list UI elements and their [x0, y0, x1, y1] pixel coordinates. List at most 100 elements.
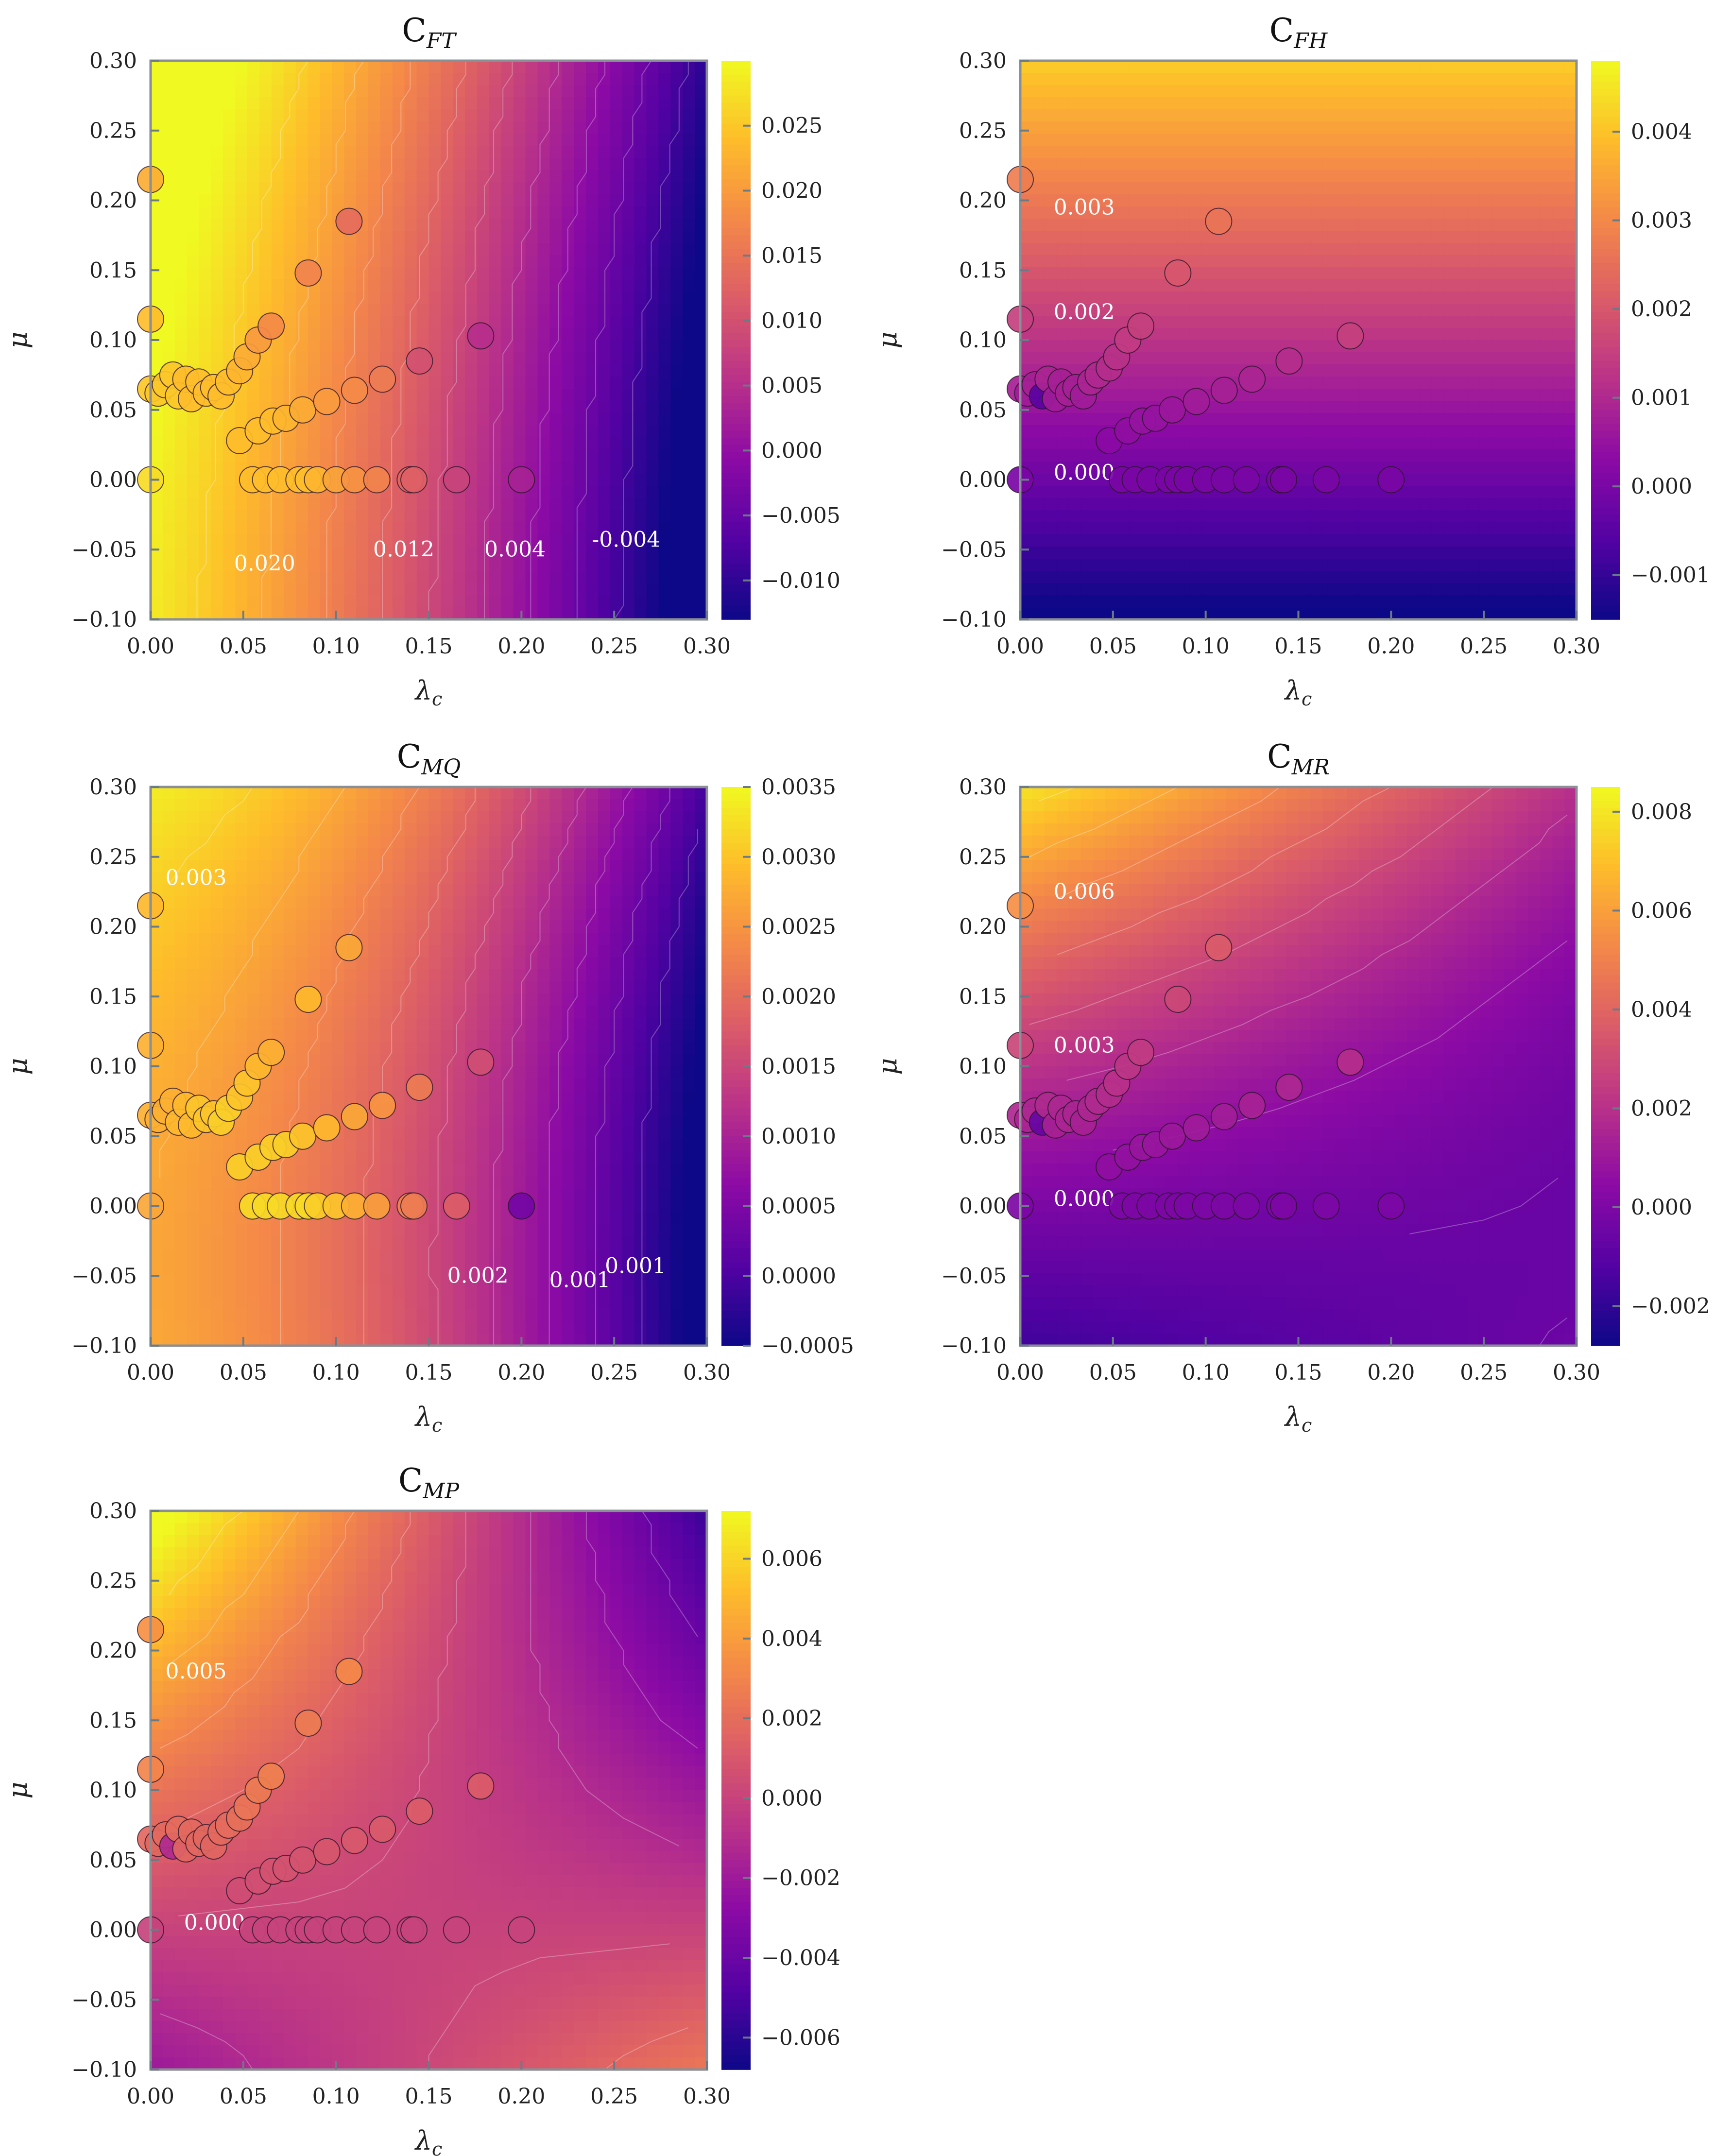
- heatmap-cell: [1491, 231, 1505, 243]
- heatmap-cell: [598, 291, 611, 304]
- heatmap-cell: [1456, 279, 1468, 292]
- heatmap-cell: [549, 498, 563, 511]
- heatmap-cell: [1395, 571, 1408, 583]
- heatmap-cell: [259, 85, 272, 98]
- heatmap-cell: [646, 170, 659, 183]
- heatmap-cell: [1056, 219, 1069, 231]
- heatmap-cell: [1177, 449, 1190, 462]
- heatmap-cell: [489, 109, 502, 122]
- heatmap-cell: [1371, 206, 1384, 219]
- heatmap-cell: [1456, 219, 1468, 231]
- heatmap-cell: [162, 799, 175, 812]
- heatmap-cell: [525, 364, 538, 377]
- heatmap-cell: [1347, 158, 1359, 171]
- heatmap-cell: [1153, 389, 1166, 401]
- heatmap-cell: [1564, 73, 1577, 86]
- heatmap-cell: [1032, 279, 1045, 292]
- heatmap-cell: [1093, 121, 1106, 134]
- heatmap-cell: [223, 243, 236, 256]
- heatmap-cell: [428, 304, 442, 316]
- heatmap-cell: [174, 1054, 188, 1067]
- heatmap-cell: [416, 437, 429, 450]
- heatmap-cell: [404, 389, 417, 401]
- heatmap-cell: [174, 146, 188, 158]
- heatmap-cell: [211, 945, 224, 958]
- colorbar-band: [721, 549, 751, 557]
- colorbar-band: [721, 326, 751, 334]
- heatmap-cell: [574, 85, 586, 98]
- heatmap-cell: [392, 559, 405, 571]
- heatmap-cell: [453, 559, 465, 571]
- heatmap-cell: [1214, 583, 1226, 596]
- heatmap-cell: [187, 583, 200, 596]
- heatmap-cell: [356, 73, 369, 86]
- heatmap-cell: [1358, 231, 1371, 243]
- heatmap-cell: [162, 510, 175, 523]
- heatmap-cell: [1347, 389, 1359, 401]
- heatmap-cell: [332, 134, 345, 146]
- colorbar-band: [1591, 535, 1620, 543]
- heatmap-cell: [501, 170, 514, 183]
- heatmap-cell: [501, 328, 514, 341]
- heatmap-cell: [477, 437, 490, 450]
- heatmap-cell: [392, 121, 405, 134]
- heatmap-cell: [211, 279, 224, 292]
- heatmap-cell: [658, 607, 671, 620]
- colorbar-band: [1591, 284, 1620, 292]
- heatmap-cell: [622, 547, 635, 559]
- heatmap-cell: [1262, 170, 1275, 183]
- heatmap-cell: [489, 134, 502, 146]
- heatmap-cell: [453, 498, 465, 511]
- heatmap-cell: [477, 510, 490, 523]
- heatmap-cell: [477, 61, 490, 73]
- heatmap-cell: [199, 134, 212, 146]
- heatmap-cell: [320, 206, 333, 219]
- heatmap-cell: [683, 583, 695, 596]
- heatmap-cell: [658, 534, 671, 547]
- heatmap-cell: [332, 571, 345, 583]
- heatmap-cell: [187, 993, 200, 1006]
- heatmap-cell: [1335, 547, 1347, 559]
- heatmap-cell: [1564, 231, 1577, 243]
- heatmap-cell: [525, 267, 538, 280]
- heatmap-cell: [1129, 559, 1142, 571]
- heatmap-cell: [1419, 255, 1432, 268]
- heatmap-cell: [174, 425, 188, 438]
- heatmap-cell: [513, 534, 526, 547]
- heatmap-cell: [187, 1188, 200, 1200]
- heatmap-cell: [1407, 486, 1420, 498]
- heatmap-cell: [1371, 437, 1384, 450]
- heatmap-cell: [368, 328, 381, 341]
- heatmap-cell: [1141, 243, 1154, 256]
- heatmap-cell: [1564, 559, 1577, 571]
- heatmap-cell: [562, 231, 574, 243]
- heatmap-cell: [247, 206, 260, 219]
- heatmap-cell: [1032, 170, 1045, 183]
- heatmap-cell: [162, 522, 175, 535]
- heatmap-cell: [441, 304, 454, 316]
- heatmap-cell: [513, 510, 526, 523]
- heatmap-cell: [1540, 134, 1553, 146]
- heatmap-cell: [465, 352, 478, 365]
- heatmap-cell: [416, 146, 429, 158]
- heatmap-cell: [1117, 134, 1130, 146]
- heatmap-cell: [271, 170, 284, 183]
- heatmap-cell: [1456, 97, 1468, 110]
- heatmap-cell: [622, 376, 635, 389]
- heatmap-cell: [1467, 182, 1480, 195]
- colorbar-band: [721, 291, 751, 299]
- heatmap-cell: [670, 522, 684, 535]
- heatmap-cell: [1214, 121, 1226, 134]
- heatmap-cell: [223, 97, 236, 110]
- heatmap-cell: [1286, 498, 1299, 511]
- heatmap-cell: [1298, 534, 1311, 547]
- heatmap-cell: [453, 231, 465, 243]
- heatmap-cell: [658, 194, 671, 207]
- heatmap-cell: [610, 559, 623, 571]
- heatmap-cell: [1093, 182, 1106, 195]
- heatmap-cell: [223, 1297, 236, 1310]
- colorbar-band: [1591, 256, 1620, 264]
- heatmap-cell: [646, 194, 659, 207]
- heatmap-cell: [1383, 219, 1396, 231]
- heatmap-cell: [610, 413, 623, 426]
